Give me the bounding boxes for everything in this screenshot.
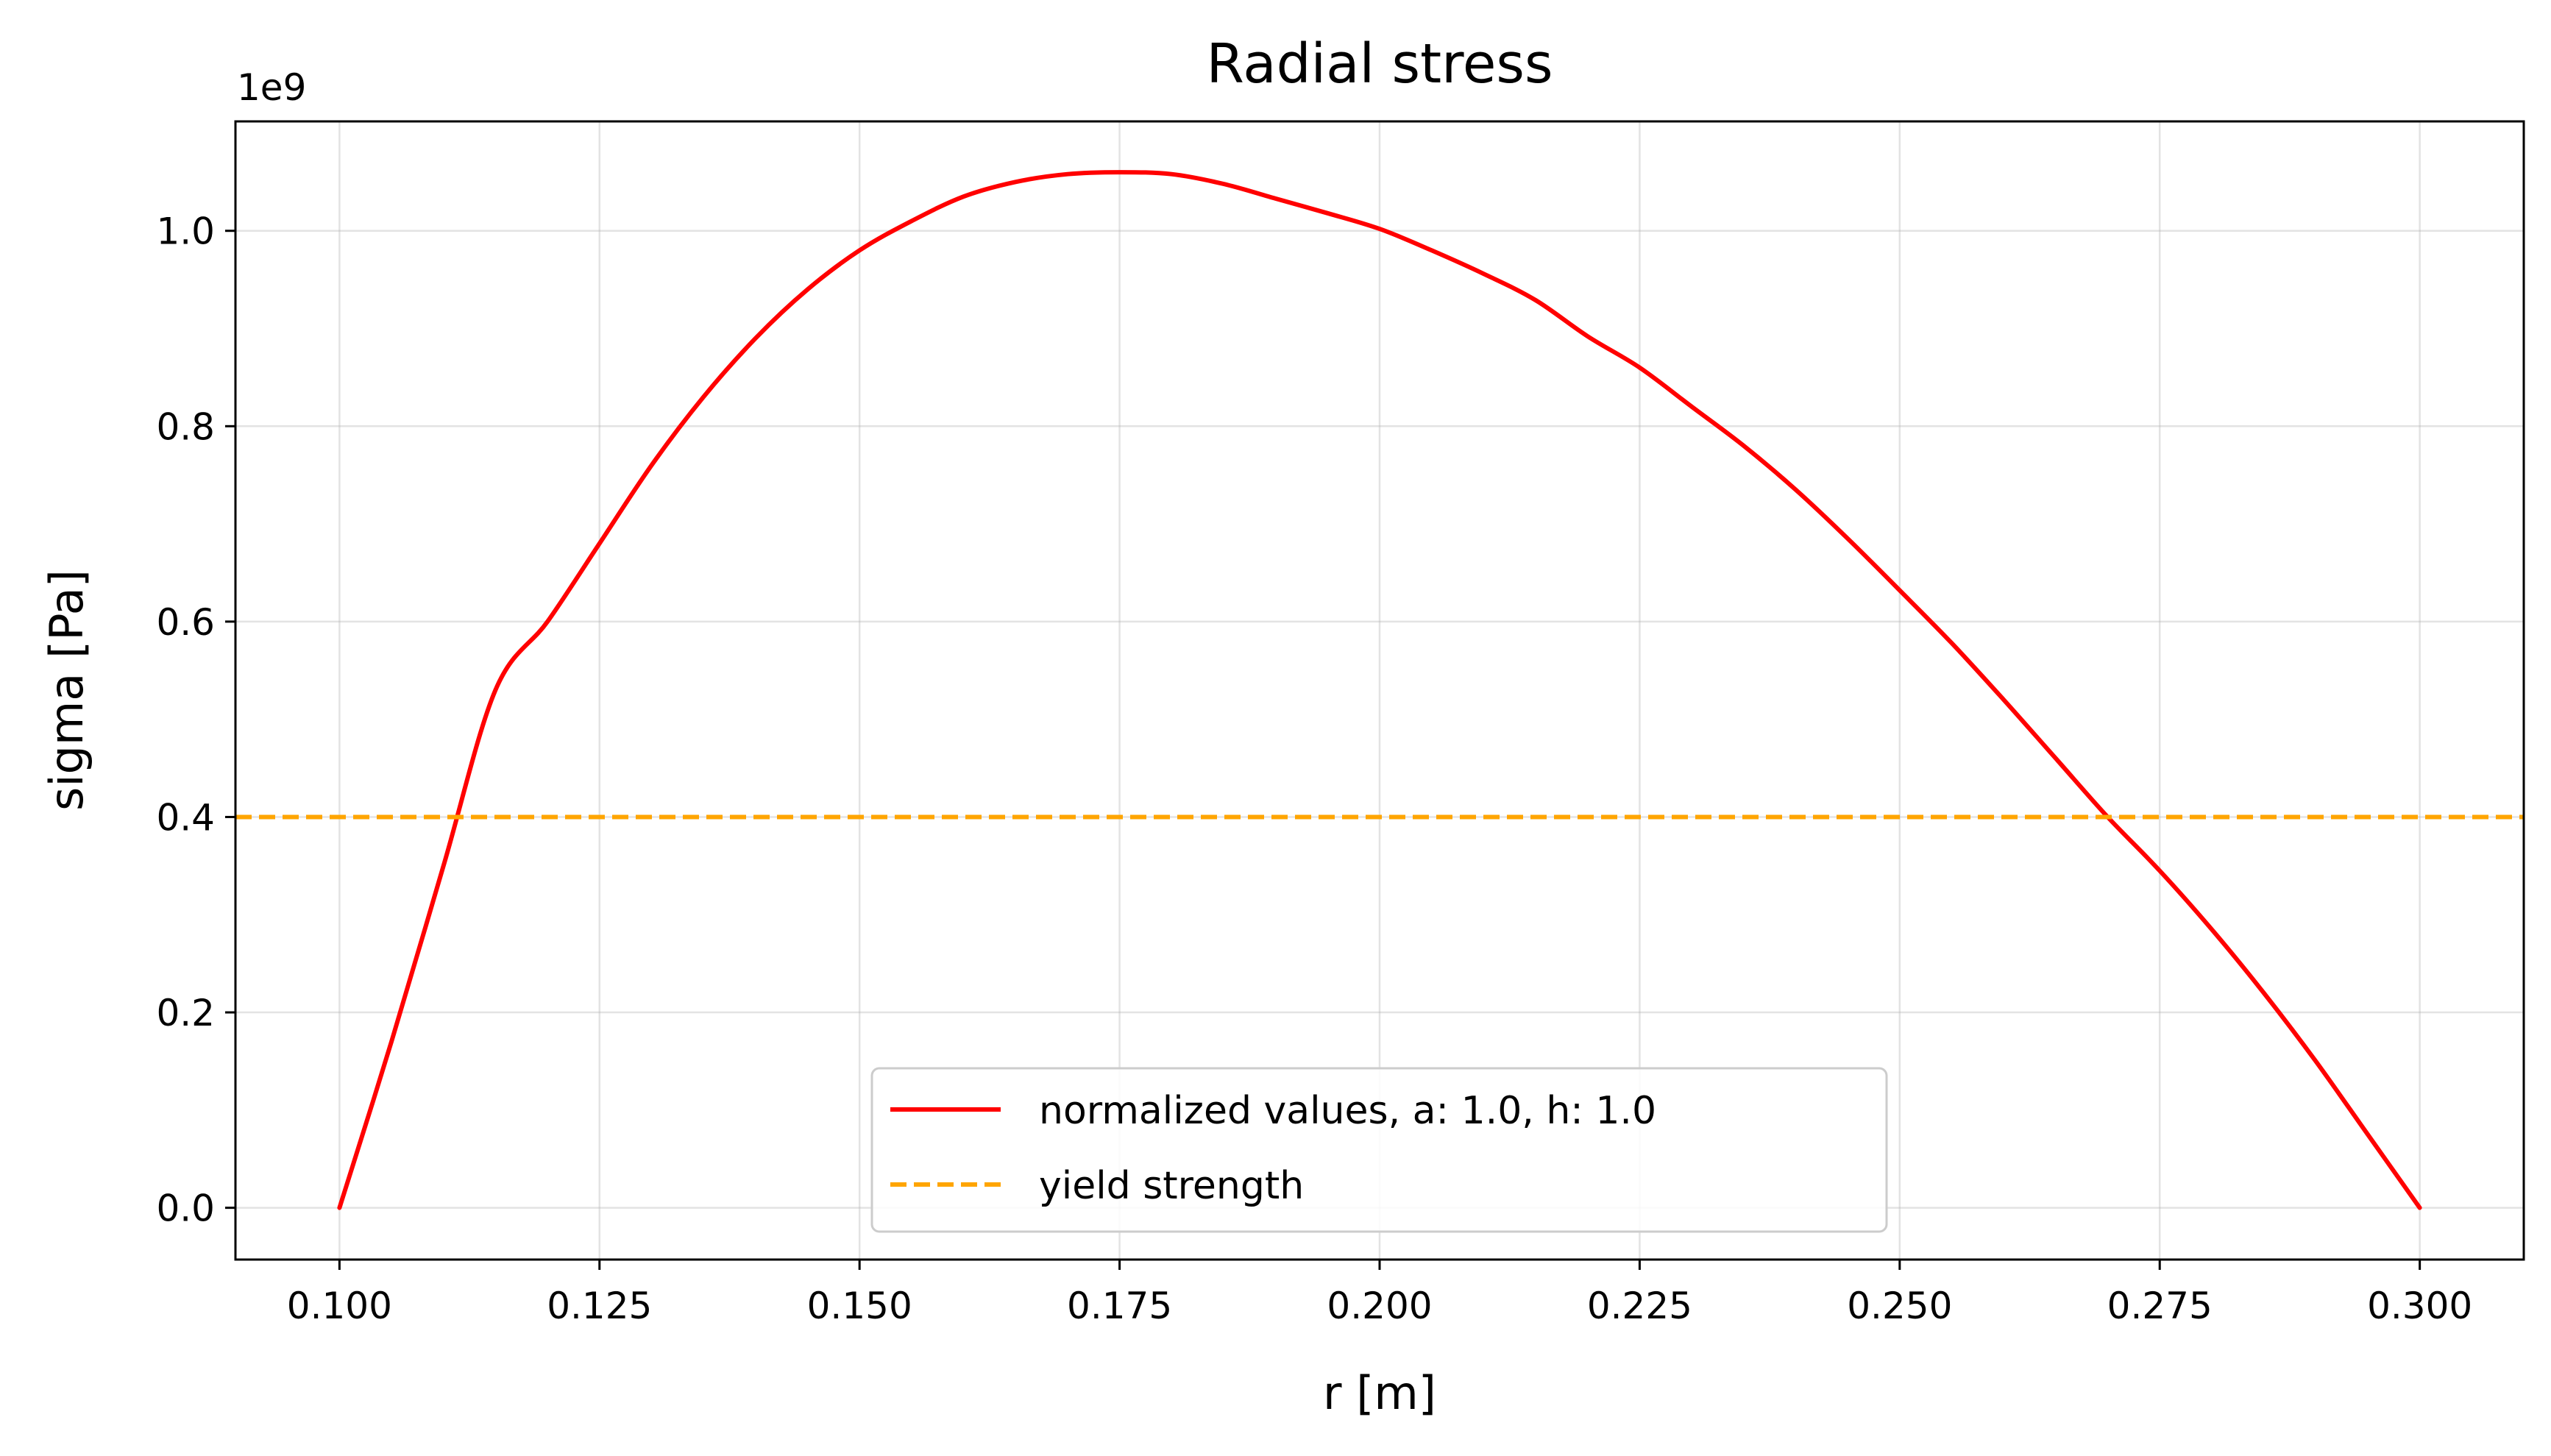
- y-tick-label: 0.0: [156, 1187, 215, 1230]
- x-axis: 0.100 0.125 0.150 0.175 0.200 0.225 0.250 0.275…: [287, 1260, 2472, 1327]
- x-tick-label: 0.125: [547, 1285, 652, 1327]
- x-tick-label: 0.175: [1067, 1285, 1172, 1327]
- x-tick-label: 0.150: [807, 1285, 912, 1327]
- x-axis-label: r [m]: [1323, 1366, 1436, 1420]
- series-line-normalized-values: [337, 170, 2422, 1210]
- x-tick-label: 0.300: [2367, 1285, 2472, 1327]
- y-offset-text: 1e9: [237, 66, 306, 109]
- x-tick-label: 0.100: [287, 1285, 392, 1327]
- y-tick-label: 1.0: [156, 210, 215, 253]
- y-axis-label: sigma [Pa]: [40, 569, 93, 811]
- y-tick-label: 0.4: [156, 796, 215, 839]
- x-tick-label: 0.200: [1327, 1285, 1432, 1327]
- y-axis: 0.0 0.2 0.4 0.6 0.8 1.0: [156, 210, 235, 1230]
- plot-lines: [235, 170, 2524, 1210]
- legend-box: [870, 1067, 1888, 1233]
- y-tick-label: 0.8: [156, 405, 215, 448]
- y-tick-label: 0.6: [156, 601, 215, 644]
- x-tick-label: 0.250: [1847, 1285, 1952, 1327]
- chart-title: Radial stress: [1206, 32, 1553, 96]
- x-tick-label: 0.275: [2107, 1285, 2213, 1327]
- legend-label-normalized-values: normalized values, a: 1.0, h: 1.0: [1039, 1089, 1656, 1133]
- legend: normalized values, a: 1.0, h: 1.0 yield …: [870, 1067, 1888, 1233]
- legend-label-yield-strength: yield strength: [1039, 1164, 1304, 1208]
- x-tick-label: 0.225: [1587, 1285, 1692, 1327]
- y-tick-label: 0.2: [156, 992, 215, 1034]
